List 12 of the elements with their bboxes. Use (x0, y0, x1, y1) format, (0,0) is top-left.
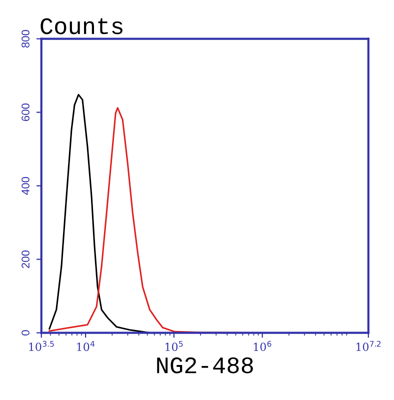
x-tick-label: 10$^{3.5}$ (29, 340, 54, 352)
x-tick-label: 10$^{5}$ (166, 340, 183, 352)
x-tick-label: 10$^{4}$ (77, 340, 95, 352)
y-tick-label: 200 (22, 250, 30, 268)
x-tick-label: 10$^{7.2}$ (356, 340, 381, 352)
y-tick-label: 600 (22, 103, 30, 122)
y-tick-label: 800 (22, 30, 30, 48)
y-tick-label: 0 (22, 330, 30, 336)
chart-title: Counts (40, 18, 122, 34)
x-axis-title: NG2-488 (157, 357, 253, 374)
y-tick-label: 400 (22, 176, 30, 195)
x-tick-label: 10$^{6}$ (254, 340, 272, 352)
